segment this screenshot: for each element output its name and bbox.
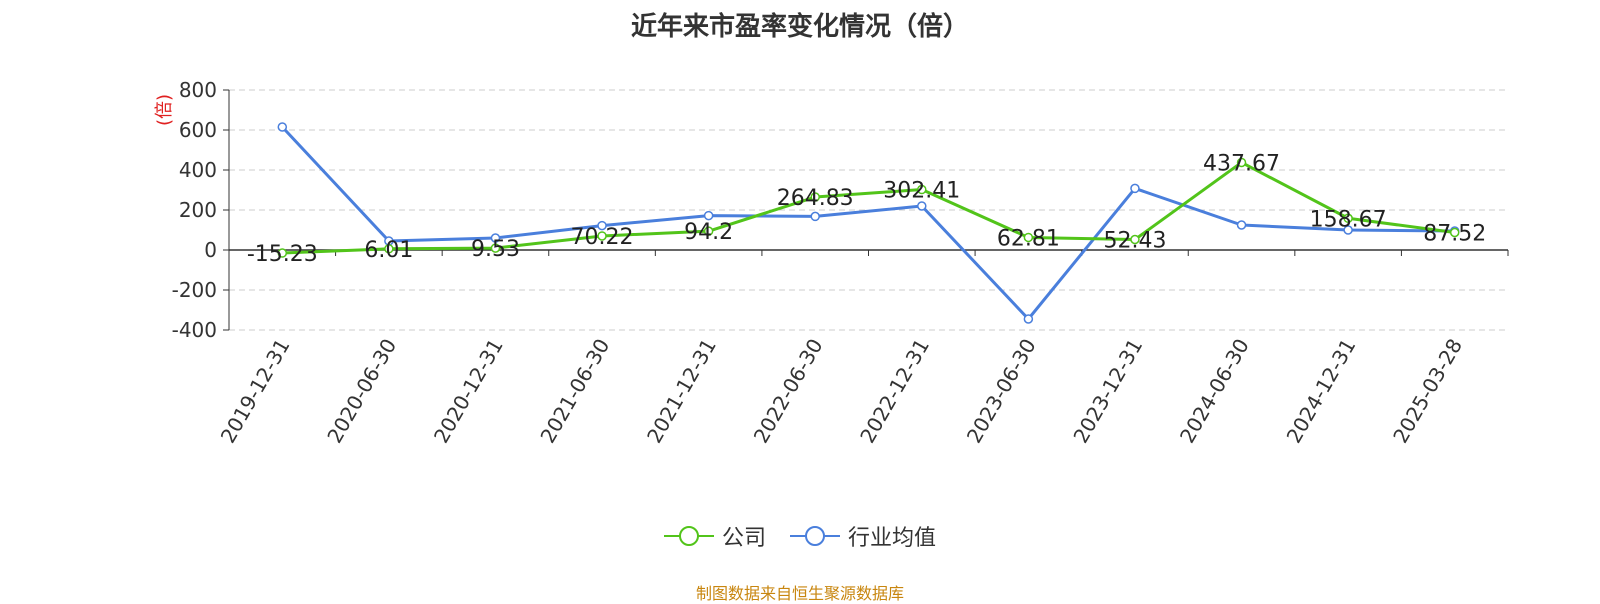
legend-label: 公司 [721, 526, 766, 551]
x-tick-label: 2024-12-31 [1282, 335, 1361, 448]
data-point [490, 243, 501, 253]
data-label: -15.23 [247, 242, 318, 267]
legend-line-circle-icon [790, 526, 840, 546]
x-tick-label: 2020-06-30 [322, 335, 401, 448]
x-tick-label: 2021-06-30 [535, 335, 614, 448]
x-tick-label: 2019-12-31 [216, 335, 295, 448]
x-tick-label: 2025-03-28 [1388, 335, 1467, 448]
data-label: 6.01 [364, 238, 413, 263]
data-point [1130, 183, 1140, 194]
data-point [1449, 227, 1460, 238]
y-tick-label: -400 [172, 318, 217, 342]
x-tick-label: 2023-06-30 [962, 335, 1041, 448]
data-label: 70.22 [571, 225, 634, 250]
data-label: 94.2 [684, 220, 733, 245]
legend-item-0[interactable]: 公司 [663, 520, 766, 552]
y-axis-label: (倍) [154, 94, 175, 126]
chart-title: 近年来市盈率变化情况（倍） [630, 12, 969, 42]
y-tick-label: 400 [179, 158, 217, 182]
data-label: 158.67 [1310, 207, 1387, 232]
data-point [1023, 314, 1034, 324]
x-tick-label: 2021-12-31 [642, 335, 721, 448]
data-point [1343, 225, 1353, 235]
data-point [1023, 232, 1034, 243]
data-point [810, 211, 820, 222]
x-tick-label: 2020-12-31 [429, 335, 508, 448]
data-point [1343, 213, 1353, 224]
data-point [384, 244, 394, 254]
series-line-1 [281, 125, 1455, 321]
x-tick-label: 2024-06-30 [1175, 335, 1254, 448]
data-label: 62.81 [997, 226, 1060, 251]
data-point [703, 226, 714, 236]
data-point [810, 192, 820, 202]
data-point [597, 220, 607, 231]
data-label: 264.83 [777, 186, 854, 211]
data-point [1130, 234, 1140, 245]
legend-item-1[interactable]: 行业均值 [790, 520, 936, 552]
data-label: 87.52 [1423, 221, 1486, 246]
data-point [490, 233, 501, 243]
legend: 公司 行业均值 [0, 520, 1600, 554]
data-label: 52.43 [1103, 229, 1166, 254]
y-tick-label: 200 [179, 198, 217, 222]
y-tick-label: 800 [179, 78, 217, 102]
data-point [917, 184, 927, 195]
data-point [703, 210, 714, 221]
data-label: 9.53 [471, 237, 520, 262]
data-point [1236, 157, 1247, 168]
x-tick-label: 2022-12-31 [855, 335, 934, 448]
data-label: 302.41 [883, 179, 960, 204]
legend-line-circle-icon [663, 526, 714, 546]
source-note: 制图数据来自恒生聚源数据库 [695, 584, 904, 603]
data-point [277, 122, 288, 132]
legend-label: 行业均值 [848, 526, 937, 551]
line-chart: -400 -200 0 200 400 600 800(倍) 2019-12-31 2020-0… [154, 78, 1509, 448]
data-point [917, 201, 927, 211]
x-tick-label: 2022-06-30 [749, 335, 828, 448]
data-point [1236, 220, 1247, 230]
y-tick-label: 0 [204, 238, 217, 262]
data-point [597, 231, 607, 241]
y-tick-label: 600 [179, 118, 217, 142]
x-tick-label: 2023-12-31 [1068, 335, 1147, 448]
y-tick-label: -200 [172, 278, 217, 302]
data-point [277, 248, 288, 258]
data-label: 437.67 [1203, 151, 1280, 176]
series-line-0 [282, 160, 1455, 255]
